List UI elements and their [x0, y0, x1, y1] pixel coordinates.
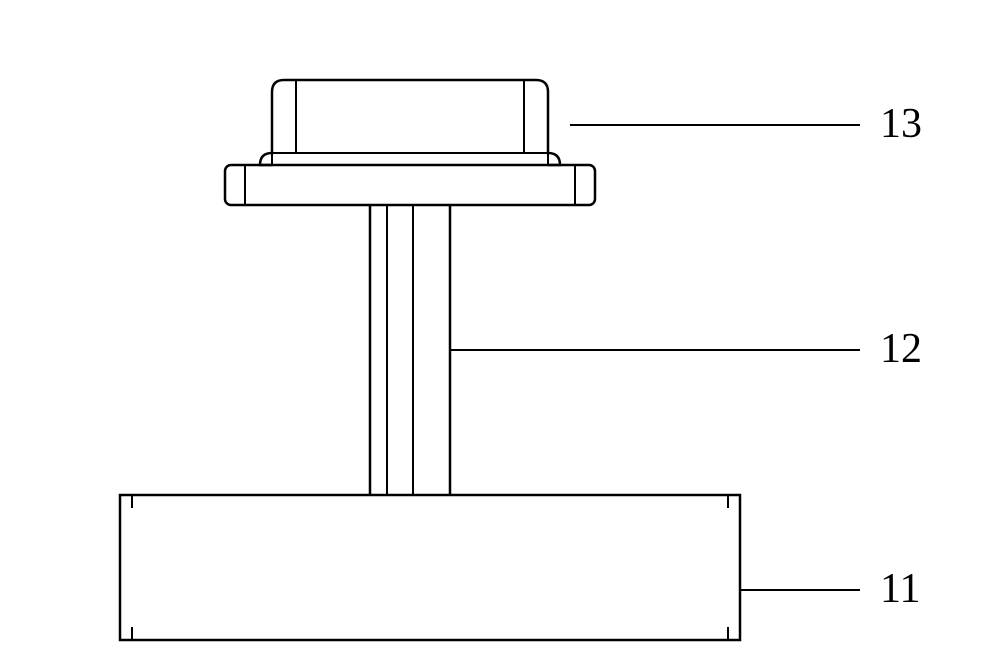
label-12: 12	[880, 325, 922, 373]
label-11: 11	[880, 565, 920, 613]
diagram-container: 13 12 11	[50, 30, 950, 630]
part-top-plate	[225, 165, 595, 205]
part-top-cap	[260, 80, 560, 165]
part-base	[120, 495, 740, 640]
part-column	[370, 205, 450, 495]
label-13: 13	[880, 100, 922, 148]
technical-diagram	[50, 30, 950, 650]
leader-lines	[450, 125, 860, 590]
